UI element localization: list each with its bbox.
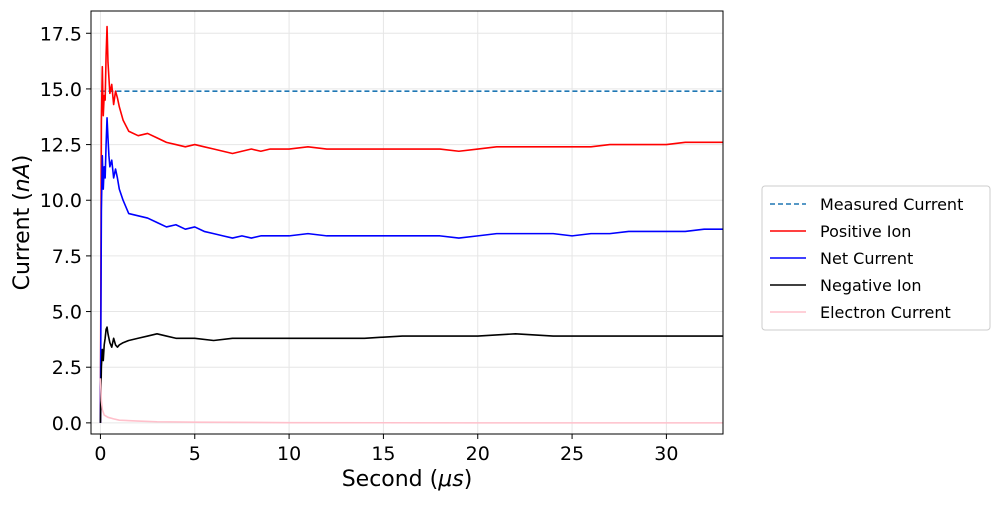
x-axis-label-unit: μs bbox=[437, 467, 463, 492]
y-tick-label: 2.5 bbox=[52, 357, 82, 379]
legend-label: Electron Current bbox=[820, 303, 951, 322]
y-axis-ticks: 0.0 2.5 5.0 7.5 10.0 12.5 15.0 17.5 bbox=[40, 23, 91, 435]
y-tick-label: 0.0 bbox=[52, 413, 82, 435]
y-tick-label: 10.0 bbox=[40, 190, 82, 212]
x-tick-label: 25 bbox=[560, 443, 584, 465]
series-line-net-current bbox=[100, 118, 723, 423]
x-axis-label-prefix: Second ( bbox=[342, 467, 439, 492]
y-tick-label: 5.0 bbox=[52, 302, 82, 324]
grid bbox=[91, 11, 723, 434]
y-axis-label-suffix: ) bbox=[10, 155, 35, 164]
series-line-negative-ion bbox=[100, 327, 723, 423]
x-axis-label-suffix: ) bbox=[464, 467, 473, 492]
series-line-positive-ion bbox=[100, 27, 723, 423]
x-tick-label: 30 bbox=[654, 443, 678, 465]
y-tick-label: 17.5 bbox=[40, 23, 82, 45]
x-tick-label: 20 bbox=[466, 443, 490, 465]
y-tick-label: 12.5 bbox=[40, 135, 82, 157]
series-line-electron-current bbox=[100, 378, 723, 423]
series-lines bbox=[100, 27, 723, 423]
legend-label: Measured Current bbox=[820, 195, 963, 214]
y-tick-label: 7.5 bbox=[52, 246, 82, 268]
y-axis-label-unit: nA bbox=[10, 163, 35, 192]
legend: Measured Current Positive Ion Net Current N… bbox=[762, 186, 990, 330]
x-axis-ticks: 0 5 10 15 20 25 30 bbox=[94, 434, 678, 465]
legend-label: Positive Ion bbox=[820, 222, 911, 241]
legend-label: Net Current bbox=[820, 249, 913, 268]
y-axis-label: Current (nA) bbox=[10, 155, 35, 291]
plot-area-frame bbox=[91, 11, 723, 434]
y-axis-label-prefix: Current ( bbox=[10, 192, 35, 290]
x-tick-label: 0 bbox=[94, 443, 106, 465]
x-axis-label: Second (μs) bbox=[342, 467, 473, 492]
x-tick-label: 15 bbox=[371, 443, 395, 465]
x-tick-label: 5 bbox=[189, 443, 201, 465]
legend-label: Negative Ion bbox=[820, 276, 922, 295]
y-tick-label: 15.0 bbox=[40, 79, 82, 101]
x-tick-label: 10 bbox=[277, 443, 301, 465]
